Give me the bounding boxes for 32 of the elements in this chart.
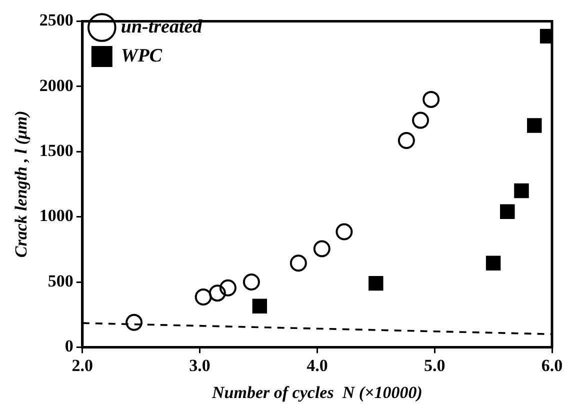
point bbox=[208, 284, 226, 302]
x-axis-title: Number of cycles N (×10000) bbox=[211, 383, 422, 402]
point bbox=[290, 254, 307, 272]
point bbox=[219, 279, 236, 296]
point bbox=[194, 288, 212, 306]
x-tick-label: 6.0 bbox=[541, 356, 563, 375]
point bbox=[126, 314, 143, 331]
x-tick-label: 5.0 bbox=[424, 356, 446, 375]
point bbox=[242, 274, 260, 290]
legend-label: un-treated bbox=[120, 16, 203, 38]
x-tick-label: 3.0 bbox=[189, 356, 210, 375]
point bbox=[486, 256, 501, 270]
point bbox=[368, 276, 384, 291]
y-axis-title: Crack length , l (μm) bbox=[12, 110, 31, 258]
point bbox=[398, 132, 415, 150]
point bbox=[500, 204, 515, 219]
point bbox=[412, 112, 430, 129]
point bbox=[336, 223, 353, 240]
point bbox=[514, 183, 529, 198]
y-tick-label: 2000 bbox=[39, 76, 74, 95]
x-tick-label: 2.0 bbox=[72, 356, 94, 375]
point bbox=[252, 298, 268, 314]
y-tick-label: 1500 bbox=[39, 140, 74, 160]
y-tick-label: 2500 bbox=[39, 10, 74, 30]
point bbox=[313, 240, 330, 258]
point bbox=[422, 90, 440, 108]
y-tick-label: 500 bbox=[48, 271, 74, 290]
y-tick-label: 0 bbox=[64, 336, 74, 356]
y-tick-label: 1000 bbox=[39, 206, 74, 226]
point bbox=[527, 118, 542, 133]
x-tick-label: 4.0 bbox=[306, 356, 328, 375]
legend-label: WPC bbox=[120, 45, 162, 66]
